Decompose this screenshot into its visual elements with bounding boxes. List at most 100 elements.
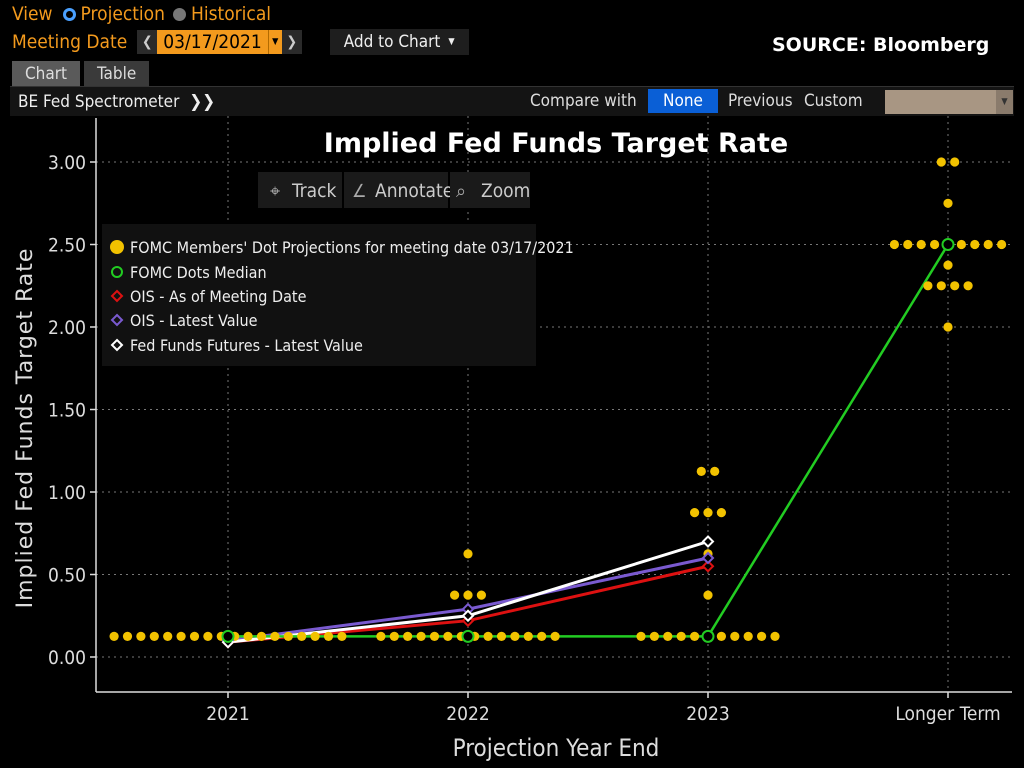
dot-point — [690, 508, 700, 518]
dot-point — [943, 198, 953, 208]
next-date-button[interactable]: ❯ — [281, 30, 302, 54]
view-label: View — [12, 3, 53, 25]
add-to-chart-label: Add to Chart — [343, 32, 441, 52]
dot-point — [176, 631, 186, 642]
dot-point — [256, 631, 267, 642]
chart: 0.000.501.001.502.002.503.00 2021 2022 202… — [13, 116, 1012, 762]
y-tick-label: 3.00 — [48, 152, 86, 174]
dot-point — [943, 260, 953, 270]
track-button[interactable] — [258, 172, 342, 208]
annotate-button[interactable] — [344, 172, 448, 208]
dot-point — [770, 631, 780, 642]
dot-point — [923, 281, 933, 291]
median-point — [221, 629, 235, 643]
dot-point — [703, 590, 713, 600]
dot-point — [730, 631, 740, 642]
view-tabs: Chart Table — [12, 61, 153, 86]
dot-point — [997, 239, 1007, 250]
dot-point — [950, 281, 960, 291]
compare-none-button[interactable]: None — [648, 89, 718, 113]
series-markers — [221, 238, 955, 649]
source-label: SOURCE: Bloomberg — [772, 34, 990, 56]
meeting-date-row: Meeting Date ❮ 03/17/2021 ▼ ❯ Add to Cha… — [12, 29, 469, 55]
dot-point — [696, 466, 706, 476]
series-line — [228, 243, 950, 638]
dot-point — [716, 631, 727, 642]
color-select[interactable] — [885, 90, 1013, 114]
series-point — [701, 535, 715, 548]
legend-item-median: FOMC Dots Median — [130, 263, 267, 282]
tab-chart[interactable]: Chart — [12, 61, 81, 86]
zoom-icon: ⌕ — [456, 181, 466, 202]
dot-point — [550, 631, 560, 642]
y-tick-label: 0.50 — [48, 565, 86, 587]
y-axis-title: Implied Fed Funds Target Rate — [13, 248, 38, 609]
x-tick-label: 2023 — [686, 703, 730, 725]
dot-point — [950, 157, 960, 167]
radio-historical-label[interactable]: Historical — [190, 3, 272, 25]
track-label[interactable]: Track — [291, 180, 337, 202]
legend-box — [102, 224, 536, 366]
annotate-label[interactable]: Annotate — [375, 180, 453, 202]
add-to-chart-button[interactable]: Add to Chart ▼ — [329, 29, 469, 55]
dot-point — [203, 631, 213, 642]
median-point — [941, 238, 955, 251]
tab-table[interactable]: Table — [84, 61, 150, 86]
dot-point — [337, 631, 347, 642]
series-point — [701, 551, 715, 565]
y-ticks: 0.00 0.50 1.00 1.50 2.00 2.50 3.00 — [48, 152, 96, 669]
dot-point — [943, 322, 953, 332]
expand-chevron-icon[interactable]: ❯❯ — [189, 91, 216, 112]
chart-tools: ⌖ Track ∠ Annotate ⌕ Zoom — [258, 172, 530, 208]
dot-point — [703, 508, 713, 518]
radio-historical-icon[interactable] — [172, 7, 186, 21]
y-tick-label: 0.00 — [48, 647, 86, 669]
dot-point — [676, 631, 686, 642]
dot-point — [243, 631, 253, 642]
dot-point — [389, 631, 399, 642]
y-tick-label: 1.00 — [48, 482, 86, 504]
y-tick-label: 2.00 — [48, 317, 86, 339]
legend: FOMC Members' Dot Projections for meetin… — [102, 224, 574, 366]
radio-projection-label[interactable]: Projection — [80, 3, 165, 25]
meeting-date-field[interactable]: 03/17/2021 — [157, 30, 268, 54]
compare-custom-button[interactable]: Custom — [796, 89, 871, 113]
chevron-down-icon[interactable]: ▼ — [267, 30, 282, 54]
dot-point — [109, 631, 119, 642]
meeting-date-label: Meeting Date — [12, 31, 128, 53]
dot-point — [649, 631, 660, 642]
legend-dot-icon — [110, 240, 124, 254]
dot-point — [136, 631, 146, 642]
dot-point — [189, 631, 200, 642]
median-point — [461, 629, 475, 643]
radio-projection-icon[interactable] — [62, 7, 76, 21]
dot-point — [936, 157, 946, 167]
y-tick-label: 2.50 — [48, 235, 86, 257]
x-tick-label: Longer Term — [895, 703, 1000, 725]
dot-point — [463, 590, 473, 600]
sub-toolbar: BE Fed Spectrometer ❯❯ Compare with None… — [10, 86, 1014, 116]
compare-previous-button[interactable]: Previous — [720, 89, 801, 113]
chevron-down-icon[interactable]: ▼ — [996, 90, 1013, 114]
dot-point — [963, 281, 973, 291]
view-row: View Projection Historical — [12, 2, 279, 26]
dot-point — [463, 549, 473, 559]
dot-point — [523, 631, 533, 642]
chart-title: Implied Fed Funds Target Rate — [324, 128, 788, 159]
dot-point — [743, 631, 753, 642]
prev-date-button[interactable]: ❮ — [137, 30, 158, 54]
zoom-label[interactable]: Zoom — [481, 180, 530, 202]
dot-point — [450, 590, 460, 600]
dot-point — [757, 631, 767, 642]
dot-point — [443, 631, 453, 642]
dot-point — [710, 466, 720, 476]
compare-with-label: Compare with — [530, 91, 637, 111]
dot-point — [930, 239, 940, 250]
legend-item-dots: FOMC Members' Dot Projections for meetin… — [130, 238, 574, 257]
dot-point — [537, 631, 547, 642]
dot-point — [122, 631, 133, 642]
dot-point — [970, 239, 980, 250]
x-axis-title: Projection Year End — [453, 734, 660, 762]
dot-point — [310, 631, 320, 642]
zoom-button[interactable] — [450, 172, 530, 208]
